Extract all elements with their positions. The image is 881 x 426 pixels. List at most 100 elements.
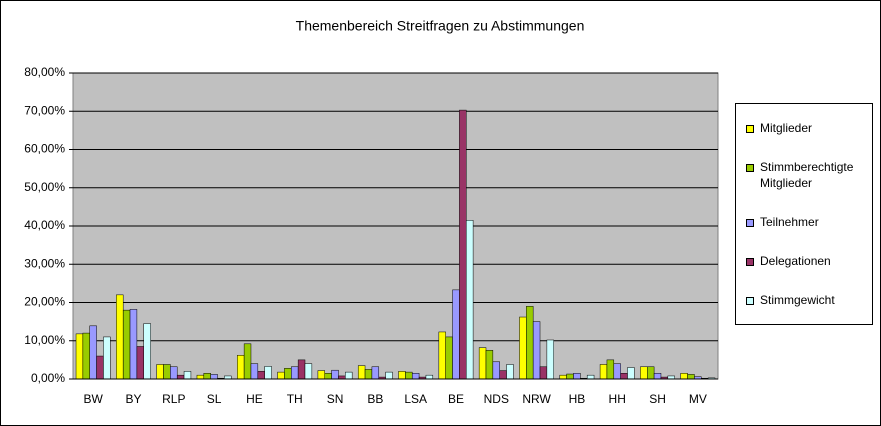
y-tick-label: 10,00% — [24, 333, 65, 347]
bar — [506, 364, 514, 380]
legend-label: Teilnehmer — [760, 214, 819, 229]
bar — [599, 364, 608, 380]
bar — [345, 371, 353, 380]
x-tick-label: BY — [125, 392, 141, 406]
bar — [405, 371, 413, 380]
x-tick-label: TH — [287, 392, 303, 406]
bar — [566, 373, 574, 380]
y-tick-label: 40,00% — [24, 218, 65, 232]
legend-swatch — [746, 258, 754, 267]
bar — [129, 309, 138, 380]
bar — [264, 366, 272, 380]
bar — [687, 374, 695, 380]
bar — [586, 374, 595, 380]
legend-item: Mitglieder — [736, 120, 872, 136]
bar — [573, 373, 581, 380]
y-tick-label: 50,00% — [24, 180, 65, 194]
y-tick-label: 30,00% — [24, 256, 65, 270]
y-tick-label: 20,00% — [24, 295, 65, 309]
legend-swatch — [746, 124, 754, 133]
bar — [89, 325, 97, 380]
bar — [331, 369, 339, 380]
bar — [291, 366, 299, 380]
bar — [627, 367, 635, 380]
x-tick-label: BE — [448, 392, 464, 406]
x-tick-label: BB — [367, 392, 383, 406]
bar — [257, 371, 265, 380]
bar — [170, 366, 178, 380]
bar — [620, 373, 628, 380]
bar — [203, 373, 211, 380]
bar — [371, 366, 380, 380]
bar — [519, 316, 527, 380]
legend-swatch — [746, 163, 754, 172]
bar — [243, 343, 252, 380]
bar — [606, 359, 615, 380]
bar — [492, 361, 500, 380]
bar — [143, 323, 151, 380]
bar — [136, 346, 144, 380]
legend-label: Stimmgewicht — [760, 293, 835, 308]
bar — [478, 347, 487, 380]
bar — [284, 368, 292, 380]
bar — [653, 373, 662, 380]
bar — [465, 220, 474, 380]
legend-swatch — [746, 218, 754, 227]
x-tick-label: HH — [609, 392, 626, 406]
bar — [546, 339, 554, 380]
bar — [237, 355, 245, 380]
y-tick-label: 0,00% — [31, 371, 65, 385]
bar — [640, 366, 648, 380]
bar — [539, 366, 548, 380]
bar — [613, 363, 621, 380]
bar — [647, 366, 655, 380]
bar — [250, 363, 259, 380]
bar — [317, 370, 326, 380]
legend-label: Stimmberechtigte Mitglieder — [760, 159, 854, 190]
bar — [459, 109, 467, 380]
bar — [324, 373, 332, 380]
bar — [385, 371, 393, 380]
bar — [75, 333, 84, 380]
bar — [82, 332, 90, 380]
bar — [526, 306, 534, 380]
bar — [96, 355, 104, 380]
x-tick-label: SL — [207, 392, 222, 406]
bar — [277, 371, 285, 380]
x-tick-label: HE — [246, 392, 263, 406]
bar — [103, 336, 111, 380]
chart-title: Themenbereich Streitfragen zu Abstimmung… — [296, 18, 585, 34]
y-tick-label: 60,00% — [24, 142, 65, 156]
y-tick-label: 80,00% — [24, 65, 65, 79]
x-tick-label: NDS — [484, 392, 509, 406]
x-tick-label: HB — [569, 392, 586, 406]
bar — [680, 373, 688, 380]
bar — [210, 374, 218, 380]
bar — [438, 331, 446, 380]
bar — [411, 373, 420, 380]
bar — [116, 294, 124, 380]
bar — [499, 370, 507, 380]
y-tick-label: 70,00% — [24, 103, 65, 117]
bar — [297, 359, 306, 380]
x-tick-label: MV — [689, 392, 707, 406]
bar — [452, 289, 460, 380]
x-tick-label: SH — [649, 392, 666, 406]
x-tick-label: RLP — [162, 392, 185, 406]
bar — [163, 364, 171, 380]
bar — [156, 364, 164, 380]
x-tick-label: LSA — [404, 392, 427, 406]
bar — [559, 374, 567, 380]
x-tick-label: NRW — [522, 392, 551, 406]
bar — [176, 374, 185, 380]
legend-item: Stimmgewicht — [736, 292, 872, 308]
bar — [183, 371, 192, 380]
legend-item: Stimmberechtigte Mitglieder — [736, 159, 872, 191]
bar — [304, 363, 313, 380]
legend-item: Teilnehmer — [736, 214, 872, 230]
legend: Mitglieder Stimmberechtigte Mitglieder Tei… — [735, 103, 873, 325]
legend-label: Mitglieder — [760, 120, 813, 135]
bar — [196, 374, 205, 380]
